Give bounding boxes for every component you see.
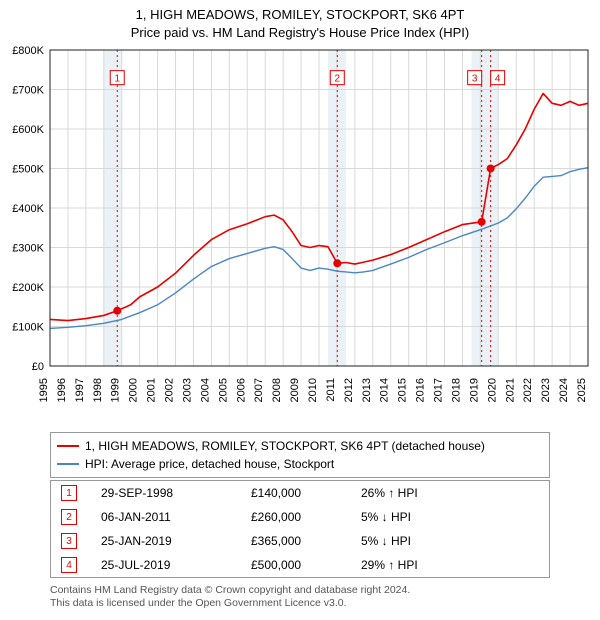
svg-text:2013: 2013 bbox=[361, 378, 373, 402]
svg-text:2: 2 bbox=[335, 74, 341, 85]
svg-text:£300K: £300K bbox=[12, 243, 44, 255]
svg-text:2002: 2002 bbox=[164, 378, 176, 402]
svg-text:2015: 2015 bbox=[397, 378, 409, 402]
svg-text:2020: 2020 bbox=[486, 378, 498, 402]
transaction-table: 1 29-SEP-1998£140,00026% ↑ HPI 2 06-JAN-201… bbox=[50, 480, 550, 578]
legend-item: HPI: Average price, detached house, Stoc… bbox=[57, 455, 543, 473]
table-row: 2 06-JAN-2011£260,0005% ↓ HPI bbox=[51, 505, 549, 529]
svg-text:2016: 2016 bbox=[415, 378, 427, 402]
svg-text:1996: 1996 bbox=[56, 378, 68, 402]
tx-price: £500,000 bbox=[251, 558, 361, 572]
svg-text:2010: 2010 bbox=[307, 378, 319, 402]
tx-date: 06-JAN-2011 bbox=[101, 510, 251, 524]
tx-price: £365,000 bbox=[251, 534, 361, 548]
svg-text:2017: 2017 bbox=[433, 378, 445, 402]
legend-item: 1, HIGH MEADOWS, ROMILEY, STOCKPORT, SK6… bbox=[57, 437, 543, 455]
svg-text:2018: 2018 bbox=[450, 378, 462, 402]
svg-text:2024: 2024 bbox=[558, 378, 570, 402]
svg-text:2009: 2009 bbox=[289, 378, 301, 402]
legend: 1, HIGH MEADOWS, ROMILEY, STOCKPORT, SK6… bbox=[50, 432, 550, 478]
svg-text:2021: 2021 bbox=[504, 378, 516, 402]
footnote-line1: Contains HM Land Registry data © Crown c… bbox=[50, 584, 560, 597]
line-chart: £0 £100K £200K £300K £400K £500K £600K £700K £80… bbox=[0, 44, 600, 424]
tx-marker: 3 bbox=[61, 533, 77, 549]
footnote: Contains HM Land Registry data © Crown c… bbox=[50, 584, 560, 610]
svg-text:2005: 2005 bbox=[217, 378, 229, 402]
tx-marker: 2 bbox=[61, 509, 77, 525]
svg-text:1: 1 bbox=[114, 74, 120, 85]
title-address: 1, HIGH MEADOWS, ROMILEY, STOCKPORT, SK6… bbox=[0, 6, 600, 24]
footnote-line2: This data is licensed under the Open Gov… bbox=[50, 597, 560, 610]
tx-pct: 5% ↓ HPI bbox=[361, 534, 531, 548]
svg-text:£700K: £700K bbox=[12, 85, 44, 97]
title-subtitle: Price paid vs. HM Land Registry's House … bbox=[0, 24, 600, 42]
svg-text:2000: 2000 bbox=[128, 378, 140, 402]
svg-text:£500K: £500K bbox=[12, 164, 44, 176]
svg-text:1997: 1997 bbox=[74, 378, 86, 402]
svg-text:1995: 1995 bbox=[38, 378, 50, 402]
tx-price: £260,000 bbox=[251, 510, 361, 524]
svg-text:3: 3 bbox=[472, 74, 478, 85]
svg-text:£600K: £600K bbox=[12, 124, 44, 136]
tx-date: 29-SEP-1998 bbox=[101, 486, 251, 500]
table-row: 3 25-JAN-2019£365,0005% ↓ HPI bbox=[51, 529, 549, 553]
tx-pct: 5% ↓ HPI bbox=[361, 510, 531, 524]
svg-text:£200K: £200K bbox=[12, 282, 44, 294]
table-row: 4 25-JUL-2019£500,00029% ↑ HPI bbox=[51, 553, 549, 577]
svg-text:2012: 2012 bbox=[343, 378, 355, 402]
chart-area: £0 £100K £200K £300K £400K £500K £600K £700K £80… bbox=[0, 44, 600, 424]
table-row: 1 29-SEP-1998£140,00026% ↑ HPI bbox=[51, 481, 549, 505]
svg-text:2007: 2007 bbox=[253, 378, 265, 402]
svg-text:2011: 2011 bbox=[325, 378, 337, 402]
tx-pct: 26% ↑ HPI bbox=[361, 486, 531, 500]
legend-swatch bbox=[57, 445, 79, 447]
tx-pct: 29% ↑ HPI bbox=[361, 558, 531, 572]
svg-text:2001: 2001 bbox=[146, 378, 158, 402]
svg-text:2006: 2006 bbox=[235, 378, 247, 402]
svg-text:1998: 1998 bbox=[92, 378, 104, 402]
svg-text:£800K: £800K bbox=[12, 45, 44, 57]
svg-text:£100K: £100K bbox=[12, 322, 44, 334]
svg-text:2014: 2014 bbox=[379, 378, 391, 402]
svg-text:1999: 1999 bbox=[110, 378, 122, 402]
svg-text:2023: 2023 bbox=[540, 378, 552, 402]
svg-text:2019: 2019 bbox=[468, 378, 480, 402]
legend-label: HPI: Average price, detached house, Stoc… bbox=[85, 457, 334, 471]
tx-marker: 4 bbox=[61, 557, 77, 573]
svg-text:2025: 2025 bbox=[576, 378, 588, 402]
tx-date: 25-JAN-2019 bbox=[101, 534, 251, 548]
legend-swatch bbox=[57, 463, 79, 465]
tx-price: £140,000 bbox=[251, 486, 361, 500]
legend-label: 1, HIGH MEADOWS, ROMILEY, STOCKPORT, SK6… bbox=[85, 439, 485, 453]
svg-text:£0: £0 bbox=[32, 361, 44, 373]
svg-text:4: 4 bbox=[495, 74, 501, 85]
svg-text:2003: 2003 bbox=[181, 378, 193, 402]
svg-text:2004: 2004 bbox=[199, 378, 211, 402]
svg-text:2022: 2022 bbox=[522, 378, 534, 402]
svg-text:2008: 2008 bbox=[271, 378, 283, 402]
svg-text:£400K: £400K bbox=[12, 203, 44, 215]
tx-marker: 1 bbox=[61, 485, 77, 501]
tx-date: 25-JUL-2019 bbox=[101, 558, 251, 572]
